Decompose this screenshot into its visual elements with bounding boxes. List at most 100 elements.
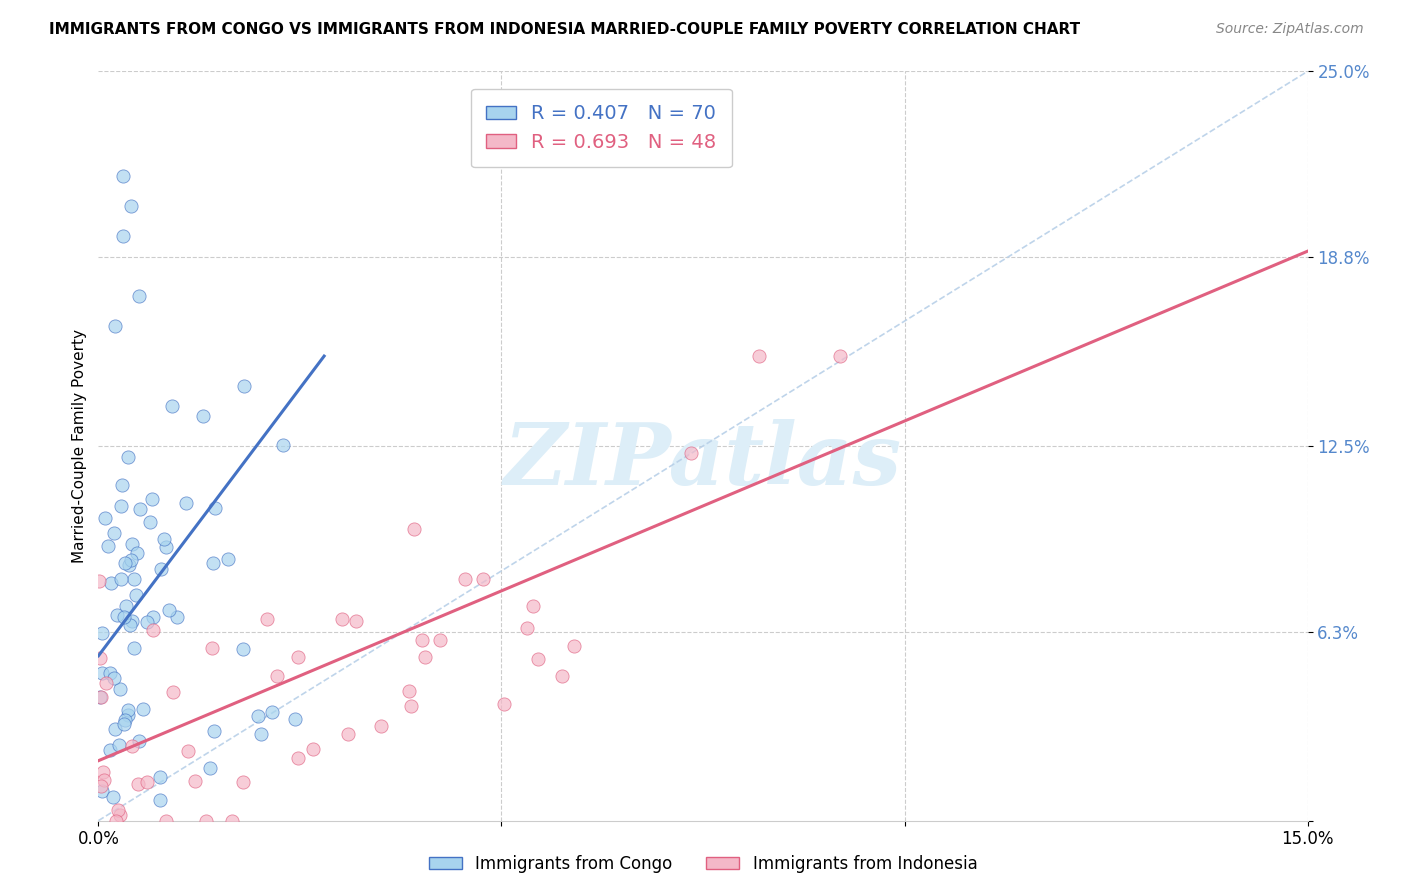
Point xyxy=(96,675,118,690)
Point xyxy=(157,603,180,617)
Point xyxy=(271,437,294,451)
Point xyxy=(97,540,120,554)
Legend: R = 0.407   N = 70, R = 0.693   N = 48: R = 0.407 N = 70, R = 0.693 N = 48 xyxy=(471,88,733,168)
Point xyxy=(103,319,125,334)
Point xyxy=(117,450,139,464)
Point xyxy=(166,610,188,624)
Point xyxy=(115,599,138,613)
Point xyxy=(232,775,254,789)
Point xyxy=(103,526,125,541)
Point xyxy=(162,685,184,699)
Point xyxy=(94,511,117,525)
Point xyxy=(679,446,702,460)
Point xyxy=(136,774,159,789)
Point xyxy=(494,697,516,711)
Point xyxy=(121,537,143,551)
Point xyxy=(111,169,134,184)
Point xyxy=(128,734,150,748)
Point xyxy=(117,703,139,717)
Point xyxy=(111,229,134,244)
Point xyxy=(114,713,136,727)
Point xyxy=(429,632,451,647)
Point xyxy=(160,399,183,413)
Point xyxy=(404,522,426,536)
Point xyxy=(176,496,198,510)
Point xyxy=(91,764,114,779)
Point xyxy=(114,556,136,570)
Point xyxy=(100,575,122,590)
Point xyxy=(149,770,172,784)
Point xyxy=(201,640,224,655)
Point xyxy=(98,665,121,680)
Text: Source: ZipAtlas.com: Source: ZipAtlas.com xyxy=(1216,22,1364,37)
Point xyxy=(266,668,288,682)
Point xyxy=(139,515,162,529)
Point xyxy=(142,610,165,624)
Point xyxy=(198,761,221,775)
Legend: Immigrants from Congo, Immigrants from Indonesia: Immigrants from Congo, Immigrants from I… xyxy=(422,848,984,880)
Point xyxy=(155,540,177,554)
Point xyxy=(149,562,172,576)
Point xyxy=(748,349,770,363)
Point xyxy=(104,722,127,736)
Point xyxy=(287,650,309,665)
Point xyxy=(201,556,224,570)
Point xyxy=(193,409,215,423)
Point xyxy=(516,622,538,636)
Point xyxy=(344,614,367,628)
Point xyxy=(125,546,148,560)
Point xyxy=(127,777,149,791)
Text: ZIPatlas: ZIPatlas xyxy=(503,419,903,503)
Point xyxy=(522,599,544,614)
Point xyxy=(336,727,359,741)
Point xyxy=(249,727,271,741)
Point xyxy=(142,623,165,637)
Point xyxy=(110,682,132,697)
Point xyxy=(411,633,433,648)
Point xyxy=(107,803,129,817)
Point xyxy=(117,707,139,722)
Point xyxy=(128,502,150,516)
Point xyxy=(112,610,135,624)
Point xyxy=(184,774,207,789)
Point xyxy=(122,573,145,587)
Point xyxy=(232,642,254,657)
Point xyxy=(152,532,174,546)
Point xyxy=(148,793,170,807)
Point xyxy=(125,588,148,602)
Point xyxy=(91,625,114,640)
Y-axis label: Married-Couple Family Poverty: Married-Couple Family Poverty xyxy=(72,329,87,563)
Point xyxy=(121,614,143,628)
Point xyxy=(122,641,145,656)
Point xyxy=(287,751,309,765)
Point xyxy=(527,652,550,666)
Point xyxy=(217,552,239,566)
Point xyxy=(204,723,226,738)
Point xyxy=(90,779,112,793)
Point xyxy=(256,612,278,626)
Point xyxy=(232,379,254,393)
Point xyxy=(104,814,127,828)
Point xyxy=(302,741,325,756)
Point xyxy=(141,491,163,506)
Point xyxy=(90,665,112,680)
Point xyxy=(155,814,177,828)
Point xyxy=(120,553,142,567)
Point xyxy=(413,650,436,665)
Point xyxy=(108,738,131,752)
Point xyxy=(118,617,141,632)
Point xyxy=(399,699,422,714)
Point xyxy=(330,612,353,626)
Point xyxy=(177,744,200,758)
Point xyxy=(398,684,420,698)
Point xyxy=(370,719,392,733)
Point xyxy=(101,789,124,804)
Point xyxy=(98,742,121,756)
Point xyxy=(89,651,111,665)
Point xyxy=(828,349,851,363)
Point xyxy=(90,690,112,704)
Point xyxy=(121,739,143,754)
Point xyxy=(103,671,125,685)
Text: IMMIGRANTS FROM CONGO VS IMMIGRANTS FROM INDONESIA MARRIED-COUPLE FAMILY POVERTY: IMMIGRANTS FROM CONGO VS IMMIGRANTS FROM… xyxy=(49,22,1080,37)
Point xyxy=(262,705,284,719)
